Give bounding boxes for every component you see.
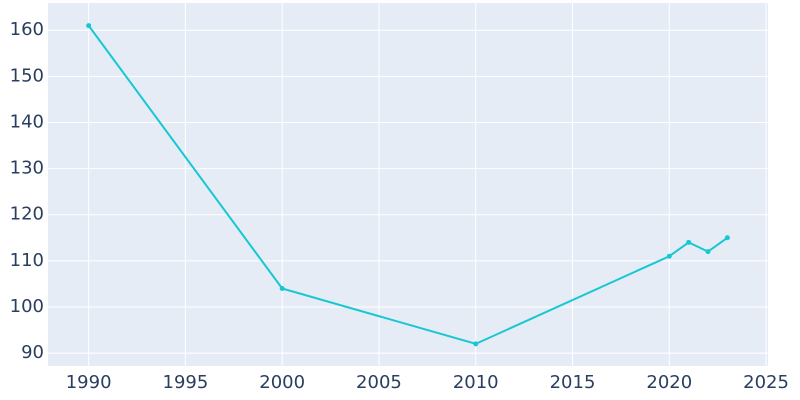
y-tick-label: 120 [10, 204, 44, 225]
x-tick-label: 1990 [66, 372, 112, 393]
y-tick-label: 100 [10, 296, 44, 317]
point [666, 253, 672, 259]
x-tick-label: 2015 [550, 372, 596, 393]
x-tick-label: 2005 [356, 372, 402, 393]
point [86, 23, 92, 29]
x-tick-label: 2025 [743, 372, 789, 393]
x-tick-label: 2020 [646, 372, 692, 393]
point [724, 235, 730, 241]
y-tick-label: 90 [21, 342, 44, 363]
y-tick-label: 110 [10, 250, 44, 271]
y-tick-label: 140 [10, 111, 44, 132]
y-tick-label: 160 [10, 19, 44, 40]
point [705, 249, 711, 255]
y-tick-label: 130 [10, 158, 44, 179]
point [279, 286, 285, 292]
x-tick-label: 2010 [453, 372, 499, 393]
x-tick-label: 2000 [259, 372, 305, 393]
y-tick-label: 150 [10, 65, 44, 86]
x-tick-label: 1995 [163, 372, 209, 393]
plot-background [48, 3, 768, 366]
point [473, 341, 479, 347]
point [686, 239, 692, 245]
